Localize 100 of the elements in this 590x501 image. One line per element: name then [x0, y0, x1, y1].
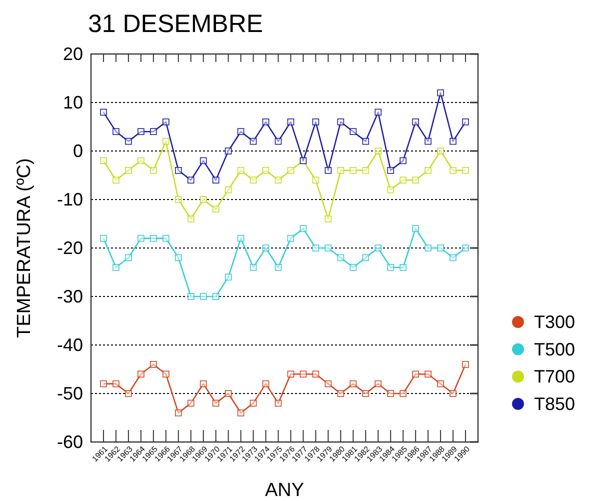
point — [300, 225, 307, 232]
point — [400, 176, 406, 184]
point — [362, 138, 370, 145]
point — [374, 380, 382, 388]
point — [187, 293, 194, 300]
y-tick-label: 10 — [62, 92, 83, 112]
point — [400, 157, 406, 164]
point — [187, 216, 194, 222]
point — [312, 118, 320, 126]
point — [287, 118, 294, 126]
point — [312, 244, 320, 252]
point — [125, 254, 132, 262]
point — [138, 128, 144, 135]
legend-label: T300 — [534, 312, 576, 332]
point — [300, 370, 307, 378]
point — [150, 361, 157, 368]
point — [400, 390, 406, 397]
point — [437, 89, 444, 96]
point — [200, 293, 207, 300]
point — [437, 244, 444, 252]
point — [362, 167, 370, 174]
point — [150, 128, 157, 135]
point — [100, 108, 107, 116]
point — [100, 380, 107, 388]
point — [412, 176, 419, 184]
point — [287, 167, 294, 174]
y-tick-label: -40 — [56, 335, 83, 355]
y-tick-label: -10 — [56, 190, 83, 210]
point — [324, 216, 332, 222]
point — [162, 138, 170, 145]
point — [412, 225, 419, 232]
point — [462, 244, 469, 252]
point — [337, 118, 344, 126]
point — [112, 380, 120, 388]
y-tick-label: -50 — [56, 384, 83, 404]
point — [362, 390, 370, 397]
point — [412, 370, 419, 378]
point — [162, 118, 170, 126]
point — [262, 244, 270, 252]
point — [250, 176, 257, 184]
point — [112, 176, 120, 184]
legend-label: T700 — [534, 366, 576, 387]
y-tick-label: 0 — [72, 141, 83, 161]
point — [400, 264, 406, 271]
y-tick-label: -20 — [56, 238, 83, 258]
point — [237, 410, 244, 416]
point — [162, 234, 170, 242]
point — [262, 167, 270, 174]
point — [224, 148, 232, 154]
point — [387, 167, 394, 174]
point — [350, 264, 357, 271]
point — [112, 264, 120, 271]
point — [162, 370, 170, 378]
point — [237, 234, 244, 242]
legend-label: T850 — [534, 394, 576, 414]
point — [274, 264, 282, 271]
point — [187, 176, 194, 184]
point — [262, 118, 270, 126]
point — [200, 196, 207, 203]
point — [462, 167, 469, 174]
y-axis-title: TEMPERATURA (ºC) — [14, 158, 35, 338]
point — [212, 400, 220, 407]
legend-label: T500 — [534, 339, 576, 360]
point — [312, 370, 320, 378]
point — [274, 138, 282, 145]
point — [450, 254, 456, 262]
point — [462, 361, 469, 368]
point — [262, 380, 270, 388]
y-tick-label: -30 — [56, 286, 83, 306]
point — [138, 370, 144, 378]
point — [450, 167, 456, 174]
point — [174, 167, 182, 174]
chart-title: 31 DESEMBRE — [88, 10, 264, 38]
point — [387, 264, 394, 271]
point — [100, 234, 107, 242]
point — [200, 380, 207, 388]
point — [374, 148, 382, 154]
point — [174, 254, 182, 262]
point — [150, 167, 157, 174]
point — [250, 264, 257, 271]
point — [250, 138, 257, 145]
x-axis-title: ANY — [264, 480, 304, 501]
point — [138, 157, 144, 164]
point — [462, 118, 469, 126]
point — [187, 400, 194, 407]
point — [224, 390, 232, 397]
point — [337, 390, 344, 397]
point — [100, 157, 107, 164]
point — [287, 234, 294, 242]
point — [287, 370, 294, 378]
point — [224, 186, 232, 194]
y-tick-label: 20 — [62, 44, 83, 64]
point — [125, 390, 132, 397]
point — [387, 390, 394, 397]
point — [212, 176, 220, 184]
point — [412, 118, 419, 126]
point — [237, 128, 244, 135]
point — [424, 244, 432, 252]
point — [374, 244, 382, 252]
point — [350, 380, 357, 388]
